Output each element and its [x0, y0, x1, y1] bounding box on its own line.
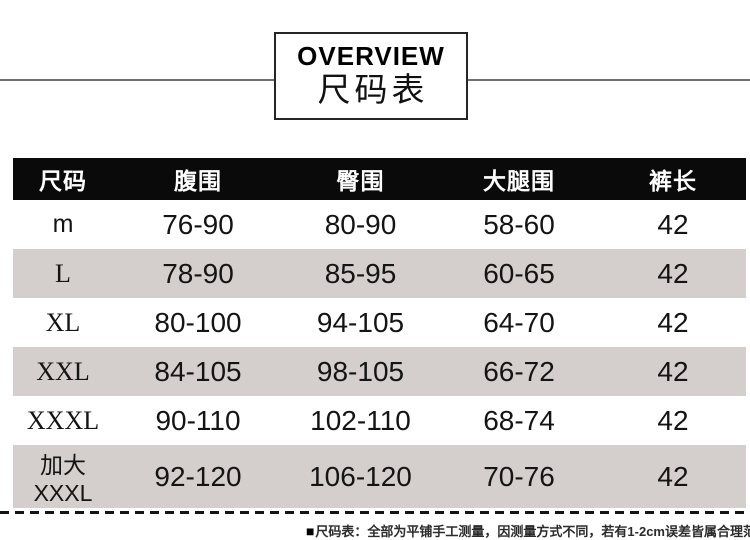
value-cell: 66-72 [483, 355, 555, 387]
footnote: ■尺码表：全部为平铺手工测量，因测量方式不同，若有1-2cm误差皆属合理范 [6, 521, 750, 540]
value-cell: 42 [657, 355, 689, 387]
value-cell: 80-90 [324, 208, 397, 240]
value-cell: 76-90 [162, 208, 234, 240]
value-cell: 60-65 [483, 257, 555, 289]
overview-label: OVERVIEW [297, 40, 445, 71]
black-square-bullet: ■ [305, 523, 315, 539]
size-cell: L [55, 258, 71, 288]
value-cell: 106-120 [309, 460, 412, 492]
value-cell: 94-105 [316, 306, 405, 338]
column-header-hip: 臀围 [283, 158, 438, 200]
title-band: OVERVIEW 尺码表 [0, 0, 750, 158]
value-cell: 64-70 [483, 306, 555, 338]
value-cell: 98-105 [316, 355, 405, 387]
value-cell: 90-110 [155, 404, 241, 436]
table-row: XXL 84-105 98-105 66-72 42 [13, 347, 746, 396]
size-cell: 加大XXXL [33, 452, 93, 506]
value-cell: 58-60 [483, 208, 555, 240]
table-row: XL 80-100 94-105 64-70 42 [13, 298, 746, 347]
value-cell: 68-74 [483, 404, 555, 436]
column-header-size: 尺码 [13, 158, 113, 200]
size-table-header: 尺码 腹围 臀围 大腿围 裤长 [13, 158, 746, 200]
page-title: 尺码表 [317, 70, 429, 108]
value-cell: 70-76 [483, 460, 555, 492]
table-row: m 76-90 80-90 58-60 42 [13, 200, 746, 249]
column-header-thigh: 大腿围 [438, 158, 600, 200]
size-table: 尺码 腹围 臀围 大腿围 裤长 m 76-90 80-90 58-60 42 L… [13, 158, 746, 508]
value-cell: 78-90 [162, 257, 234, 289]
table-row: 加大XXXL 92-120 106-120 70-76 42 [13, 445, 746, 508]
title-box: OVERVIEW 尺码表 [274, 32, 468, 120]
column-header-length: 裤长 [600, 158, 746, 200]
value-cell: 102-110 [310, 404, 411, 436]
header-row: 尺码 腹围 臀围 大腿围 裤长 [13, 158, 746, 200]
column-header-belly: 腹围 [113, 158, 283, 200]
size-cell: XL [45, 307, 81, 337]
value-cell: 92-120 [154, 460, 242, 492]
value-cell: 42 [657, 257, 689, 289]
size-cell: m [52, 210, 74, 238]
value-cell: 80-100 [154, 306, 242, 338]
value-cell: 42 [657, 208, 689, 240]
value-cell: 84-105 [154, 355, 242, 387]
size-cell: XXXL [26, 405, 100, 435]
table-row: L 78-90 85-95 60-65 42 [13, 249, 746, 298]
value-cell: 85-95 [324, 257, 397, 289]
value-cell: 42 [657, 306, 689, 338]
value-cell: 42 [657, 460, 689, 492]
footnote-text: 尺码表：全部为平铺手工测量，因测量方式不同，若有1-2cm误差皆属合理范 [315, 524, 750, 539]
value-cell: 42 [657, 404, 689, 436]
size-cell: XXL [36, 356, 90, 386]
dashed-divider [0, 511, 750, 514]
table-row: XXXL 90-110 102-110 68-74 42 [13, 396, 746, 445]
